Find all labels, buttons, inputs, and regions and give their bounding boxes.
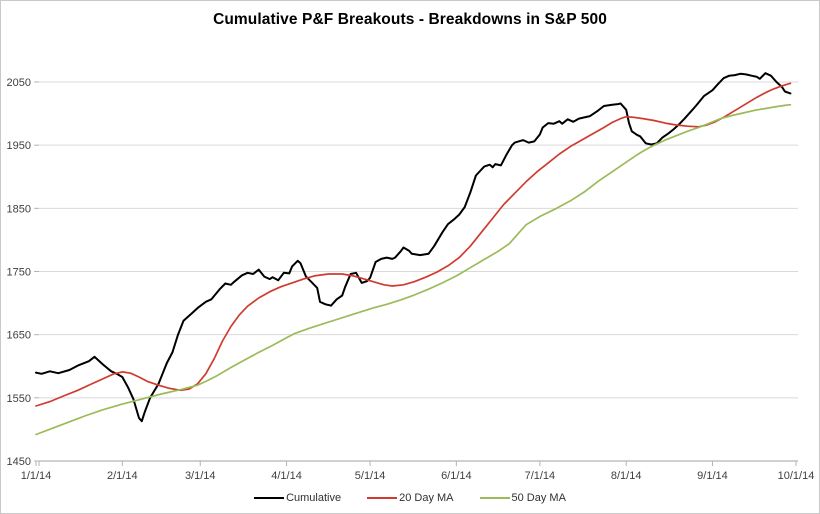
y-tick-label: 1750: [7, 267, 31, 279]
series-line-50-day-ma: [35, 103, 792, 436]
x-tick-label: 4/1/14: [271, 470, 302, 482]
x-tick-label: 6/1/14: [441, 470, 472, 482]
x-tick-label: 1/1/14: [21, 470, 52, 482]
legend-item-50-day-ma: 50 Day MA: [479, 492, 566, 504]
x-tick-label: 7/1/14: [525, 470, 556, 482]
y-tick-label: 1450: [7, 456, 31, 468]
series-line-cumulative: [35, 72, 792, 423]
y-tick-label: 1950: [7, 140, 31, 152]
x-tick-label: 8/1/14: [611, 470, 642, 482]
chart-title: Cumulative P&F Breakouts - Breakdowns in…: [213, 11, 607, 28]
legend-swatch-20-day-ma: [367, 497, 398, 499]
y-tick-label: 1650: [7, 330, 31, 342]
y-tick-label: 1550: [7, 393, 31, 405]
x-tick-label: 10/1/14: [778, 470, 815, 482]
x-tick-label: 5/1/14: [355, 470, 386, 482]
series-line-20-day-ma: [35, 82, 792, 407]
x-tick-label: 9/1/14: [697, 470, 728, 482]
legend-item-20-day-ma: 20 Day MA: [367, 492, 454, 504]
y-tick-label: 1850: [7, 203, 31, 215]
legend-label-20-day-ma: 20 Day MA: [399, 492, 454, 504]
x-tick-label: 3/1/14: [185, 470, 216, 482]
legend-swatch-cumulative: [254, 497, 285, 499]
legend-label-cumulative: Cumulative: [286, 492, 342, 504]
legend-label-50-day-ma: 50 Day MA: [511, 492, 566, 504]
x-tick-label: 2/1/14: [107, 470, 138, 482]
legend-swatch-50-day-ma: [479, 497, 510, 499]
legend-item-cumulative: Cumulative: [254, 492, 341, 504]
y-tick-label: 2050: [7, 77, 31, 89]
legend: Cumulative 20 Day MA 50 Day MA: [1, 492, 819, 504]
